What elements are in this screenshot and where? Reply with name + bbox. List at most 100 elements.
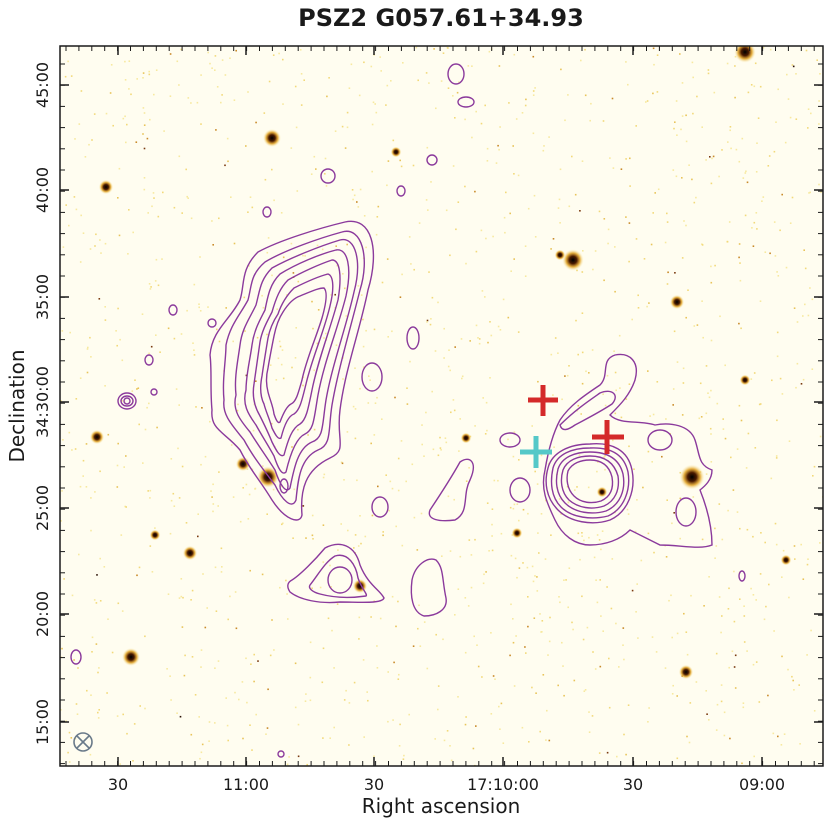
noise-pixel [708, 576, 710, 578]
noise-pixel [559, 222, 561, 224]
noise-pixel [777, 88, 779, 91]
noise-pixel [354, 437, 357, 440]
noise-pixel [524, 104, 527, 107]
noise-pixel [637, 637, 639, 639]
noise-pixel [465, 716, 467, 718]
noise-pixel [623, 733, 625, 736]
noise-pixel [685, 631, 688, 633]
noise-pixel [710, 281, 713, 284]
noise-pixel [741, 762, 743, 765]
noise-pixel [588, 711, 590, 713]
noise-pixel [373, 328, 376, 331]
noise-pixel [759, 85, 762, 88]
noise-pixel [664, 667, 667, 669]
noise-pixel [150, 345, 153, 348]
noise-pixel [169, 53, 172, 55]
noise-pixel [807, 127, 809, 129]
noise-pixel [687, 289, 689, 291]
noise-pixel [486, 502, 489, 504]
noise-pixel [423, 621, 426, 623]
noise-pixel [138, 423, 140, 426]
noise-pixel [808, 192, 810, 194]
noise-pixel [169, 675, 171, 677]
noise-pixel [68, 431, 71, 434]
noise-pixel [395, 625, 397, 628]
noise-pixel [512, 455, 515, 458]
noise-pixel [813, 465, 816, 468]
noise-pixel [321, 248, 324, 251]
noise-pixel [387, 160, 390, 162]
contour-blob [426, 154, 438, 166]
noise-pixel [232, 340, 234, 343]
noise-pixel [588, 731, 591, 733]
marker-cyan-cross [520, 436, 552, 468]
noise-pixel [514, 557, 517, 560]
noise-pixel [773, 150, 776, 153]
noise-pixel [215, 610, 218, 612]
noise-pixel [236, 409, 239, 412]
noise-pixel [807, 558, 809, 560]
noise-pixel [647, 450, 650, 453]
noise-pixel [143, 147, 146, 150]
noise-pixel [292, 272, 295, 274]
noise-pixel [458, 81, 460, 83]
noise-pixel [382, 531, 384, 533]
noise-pixel [394, 396, 396, 399]
noise-pixel [282, 377, 285, 380]
noise-pixel [291, 446, 293, 448]
noise-pixel [604, 404, 607, 407]
noise-pixel [156, 426, 158, 429]
noise-pixel [581, 160, 584, 162]
noise-pixel [699, 382, 702, 385]
noise-pixel [371, 514, 374, 517]
noise-pixel [800, 383, 803, 385]
noise-pixel [117, 602, 120, 605]
noise-pixel [775, 457, 778, 459]
noise-pixel [80, 214, 82, 217]
noise-pixel [587, 486, 590, 489]
noise-pixel [142, 462, 144, 464]
noise-pixel [490, 713, 493, 715]
noise-pixel [430, 181, 432, 183]
noise-pixel [341, 125, 344, 128]
noise-pixel [282, 256, 285, 259]
noise-pixel [220, 101, 222, 104]
contour-relic-1 [209, 220, 375, 521]
noise-pixel [584, 689, 587, 691]
noise-pixel [686, 653, 689, 656]
noise-pixel [564, 119, 566, 122]
noise-pixel [581, 312, 584, 314]
noise-pixel [421, 424, 423, 426]
noise-pixel [734, 65, 736, 67]
noise-pixel [618, 666, 620, 668]
noise-pixel [293, 488, 296, 491]
noise-pixel [307, 434, 309, 436]
noise-pixel [206, 607, 208, 609]
noise-pixel [453, 409, 456, 412]
y-tick-label: 34:30:00 [33, 366, 52, 438]
noise-pixel [434, 350, 437, 352]
noise-pixel [685, 224, 687, 227]
noise-pixel [75, 398, 78, 400]
star-source [739, 374, 751, 386]
noise-pixel [718, 503, 721, 505]
noise-pixel [73, 196, 76, 198]
noise-pixel [116, 464, 119, 467]
noise-pixel [323, 337, 325, 339]
noise-pixel [73, 659, 75, 661]
noise-pixel [322, 561, 325, 563]
noise-pixel [665, 418, 667, 420]
noise-pixel [809, 191, 811, 194]
noise-pixel [412, 164, 415, 167]
noise-pixel [465, 480, 468, 482]
noise-pixel [221, 94, 223, 96]
noise-pixel [184, 654, 186, 657]
noise-pixel [674, 121, 676, 123]
noise-pixel [125, 141, 127, 144]
noise-pixel [279, 586, 281, 589]
noise-pixel [397, 678, 400, 680]
noise-pixel [403, 754, 405, 757]
noise-pixel [591, 349, 594, 351]
noise-pixel [602, 120, 605, 122]
noise-pixel [119, 338, 121, 341]
